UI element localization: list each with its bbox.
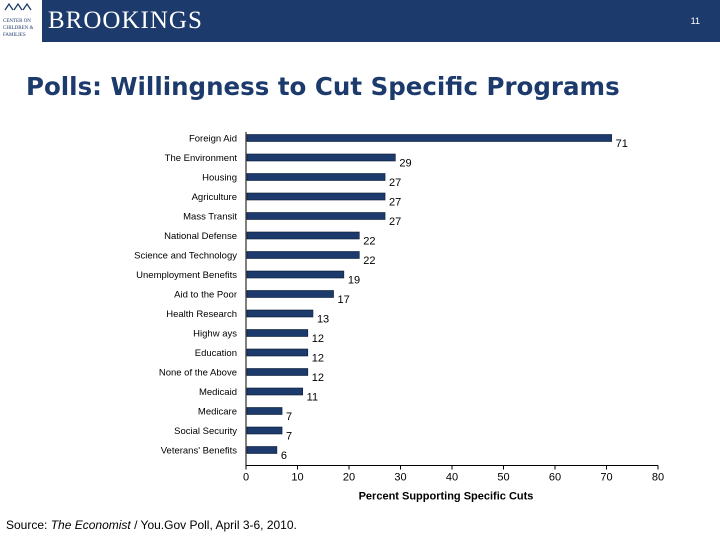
page-title: Polls: Willingness to Cut Specific Progr…	[26, 72, 620, 101]
bar	[246, 270, 345, 279]
category-label: Agriculture	[192, 192, 237, 203]
x-tick-label: 40	[446, 472, 458, 484]
chart-container: Foreign Aid 71 The Environment 29 Housing 27 A…	[84, 124, 678, 516]
bar-value-label: 29	[399, 158, 411, 170]
category-label: Housing	[202, 173, 237, 184]
bar-value-label: 22	[363, 255, 375, 267]
bar	[246, 309, 314, 318]
bar-value-label: 22	[363, 236, 375, 248]
bar	[246, 231, 360, 240]
source-suffix: / You.Gov Poll, April 3-6, 2010.	[130, 518, 297, 532]
bar-value-label: 71	[616, 138, 628, 150]
logo-line-1: CENTER ON	[3, 19, 31, 24]
bar	[246, 290, 334, 298]
source-note: Source: The Economist / You.Gov Poll, Ap…	[6, 518, 297, 532]
category-label: Aid to the Poor	[174, 290, 237, 301]
bar	[246, 426, 283, 435]
category-label: Highw ays	[193, 329, 237, 340]
bar	[246, 407, 283, 415]
bar	[246, 173, 386, 181]
logo-line-3: FAMILIES	[3, 33, 26, 38]
bar	[246, 251, 360, 259]
category-label: Foreign Aid	[189, 134, 237, 145]
category-label: Social Security	[174, 426, 237, 437]
x-tick-label: 70	[600, 472, 612, 484]
header-bar: CENTER ON CHILDREN & FAMILIES BROOKINGS …	[0, 0, 720, 42]
category-label: Health Research	[166, 309, 237, 320]
bar-value-label: 17	[338, 294, 350, 306]
source-prefix: Source:	[6, 518, 51, 532]
x-tick-label: 80	[652, 472, 664, 484]
category-label: Science and Technology	[134, 251, 237, 262]
bar	[246, 153, 396, 162]
logo-graphic: CENTER ON CHILDREN & FAMILIES	[3, 2, 34, 38]
bar-value-label: 27	[389, 177, 401, 189]
category-label: Medicare	[198, 407, 237, 418]
bar-value-label: 27	[389, 216, 401, 228]
bar-value-label: 6	[281, 450, 287, 462]
x-axis-title: Percent Supporting Specific Cuts	[359, 491, 534, 503]
bar-value-label: 11	[307, 392, 318, 404]
bar	[246, 348, 309, 357]
logo-figures-icon	[4, 2, 32, 11]
source-publication: The Economist	[50, 518, 131, 532]
bar-value-label: 12	[312, 333, 324, 345]
bar	[246, 446, 278, 454]
x-tick-label: 30	[394, 472, 406, 484]
category-label: Education	[195, 348, 237, 359]
bar	[246, 134, 612, 142]
x-tick-label: 0	[243, 472, 249, 484]
bar-chart: Foreign Aid 71 The Environment 29 Housing 27 A…	[134, 132, 664, 503]
bar	[246, 387, 303, 396]
category-label: Mass Transit	[183, 212, 237, 223]
bar	[246, 329, 309, 337]
slide-number: 11	[690, 16, 700, 26]
bar-value-label: 12	[312, 372, 324, 384]
bar-value-label: 12	[312, 353, 324, 365]
x-tick-label: 60	[549, 472, 561, 484]
bar-value-label: 7	[286, 411, 292, 423]
bar-value-label: 13	[317, 314, 329, 326]
center-logo: CENTER ON CHILDREN & FAMILIES	[0, 0, 42, 42]
category-label: National Defense	[164, 231, 237, 242]
brand-name: BROOKINGS	[48, 7, 203, 34]
category-label: Unemployment Benefits	[136, 270, 237, 281]
bar	[246, 192, 386, 201]
category-label: Veterans' Benefits	[161, 446, 238, 457]
logo-line-2: CHILDREN &	[3, 26, 34, 31]
category-label: Medicaid	[199, 387, 237, 398]
category-label: The Environment	[165, 153, 238, 164]
x-tick-label: 10	[291, 472, 303, 484]
bar	[246, 212, 386, 220]
category-label: None of the Above	[159, 368, 237, 379]
bar	[246, 368, 309, 376]
x-tick-label: 20	[343, 472, 355, 484]
bar-value-label: 19	[348, 275, 360, 287]
x-tick-label: 50	[497, 472, 509, 484]
bar-value-label: 7	[286, 431, 292, 443]
bar-value-label: 27	[389, 197, 401, 209]
